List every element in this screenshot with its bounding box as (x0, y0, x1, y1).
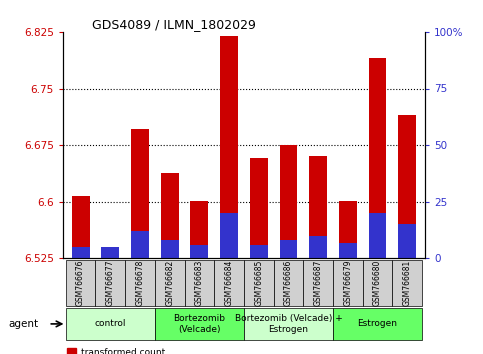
Text: Bortezomib (Velcade) +
Estrogen: Bortezomib (Velcade) + Estrogen (235, 314, 342, 333)
Text: GSM766681: GSM766681 (403, 260, 412, 306)
Bar (369, 213, 386, 258)
Text: GSM766676: GSM766676 (76, 260, 85, 307)
Bar (101, 254, 119, 258)
Bar (155, 260, 185, 306)
Bar (131, 129, 149, 258)
Bar (185, 260, 214, 306)
Text: control: control (95, 319, 126, 329)
Bar (392, 260, 422, 306)
Text: GSM766677: GSM766677 (106, 260, 115, 307)
Bar (71, 196, 89, 258)
Text: GSM766685: GSM766685 (254, 260, 263, 307)
Bar (250, 245, 268, 258)
Bar (71, 247, 89, 258)
Bar (250, 158, 268, 258)
Bar (214, 260, 244, 306)
Text: GSM766679: GSM766679 (343, 260, 352, 307)
Bar (333, 308, 422, 340)
Text: Bortezomib
(Velcade): Bortezomib (Velcade) (173, 314, 226, 333)
Text: GSM766680: GSM766680 (373, 260, 382, 307)
Text: GSM766682: GSM766682 (165, 260, 174, 306)
Bar (131, 231, 149, 258)
Bar (190, 201, 208, 258)
Text: GSM766686: GSM766686 (284, 260, 293, 307)
Bar (244, 308, 333, 340)
Bar (125, 260, 155, 306)
Text: GSM766687: GSM766687 (313, 260, 323, 307)
Bar (309, 236, 327, 258)
Bar (190, 245, 208, 258)
Text: GSM766684: GSM766684 (225, 260, 234, 307)
Bar (161, 173, 179, 258)
Text: GSM766678: GSM766678 (136, 260, 144, 307)
Legend: transformed count, percentile rank within the sample: transformed count, percentile rank withi… (67, 348, 234, 354)
Text: GSM766683: GSM766683 (195, 260, 204, 307)
Bar (66, 308, 155, 340)
Bar (66, 260, 96, 306)
Bar (280, 145, 298, 258)
Bar (333, 260, 363, 306)
Bar (161, 240, 179, 258)
Bar (96, 260, 125, 306)
Bar (155, 308, 244, 340)
Bar (398, 115, 416, 258)
Text: Estrogen: Estrogen (357, 319, 398, 329)
Bar (220, 213, 238, 258)
Bar (309, 156, 327, 258)
Bar (339, 201, 357, 258)
Bar (303, 260, 333, 306)
Bar (101, 247, 119, 258)
Bar (398, 224, 416, 258)
Bar (280, 240, 298, 258)
Text: agent: agent (9, 319, 39, 329)
Bar (339, 242, 357, 258)
Bar (273, 260, 303, 306)
Text: GDS4089 / ILMN_1802029: GDS4089 / ILMN_1802029 (92, 18, 256, 31)
Bar (363, 260, 392, 306)
Bar (369, 58, 386, 258)
Bar (220, 36, 238, 258)
Bar (244, 260, 273, 306)
